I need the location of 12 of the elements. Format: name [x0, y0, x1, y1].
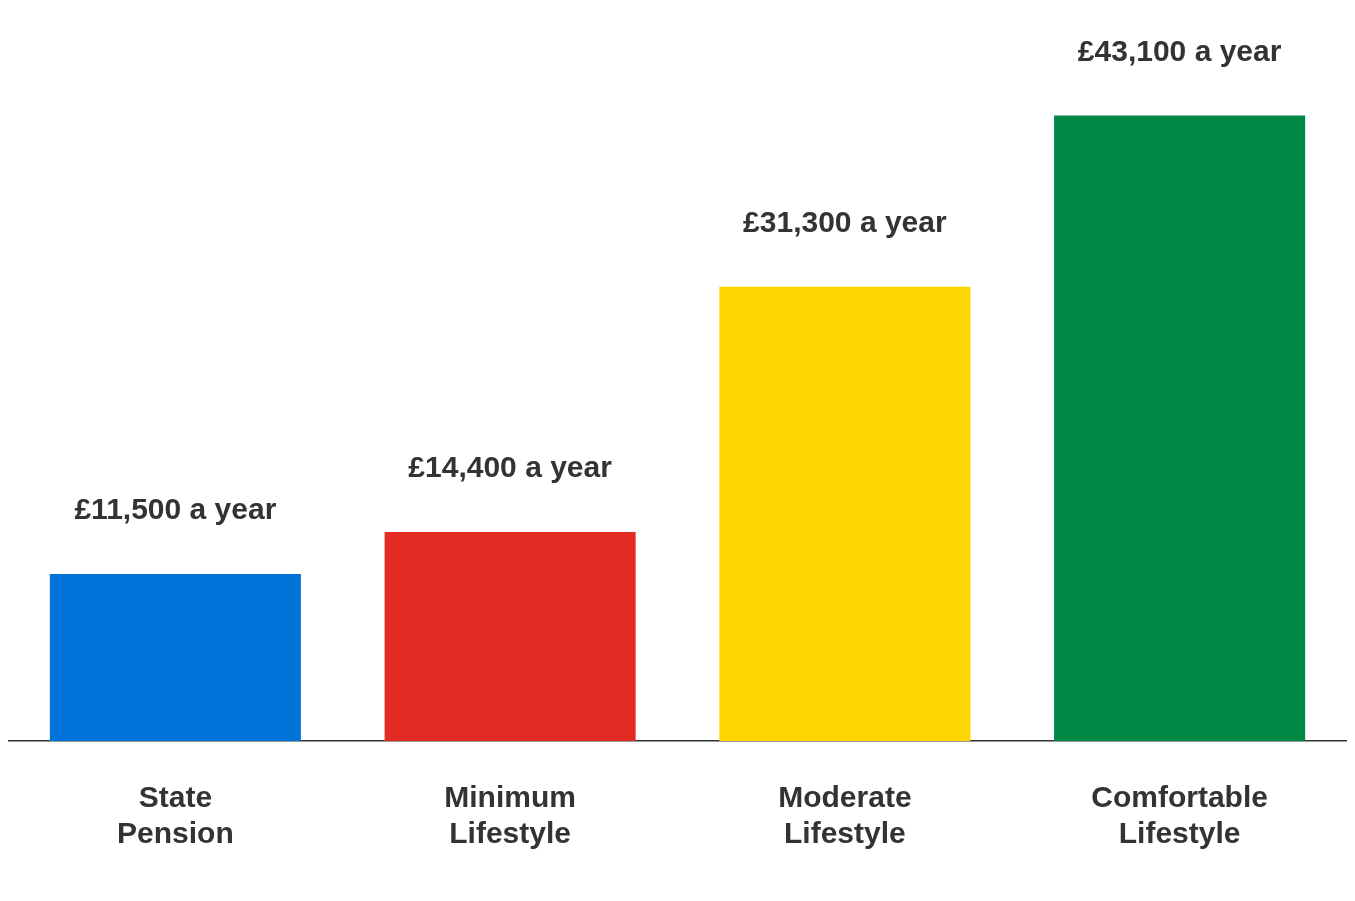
data-label: £31,300 a year — [743, 205, 947, 239]
data-label: £43,100 a year — [1077, 33, 1282, 67]
data-label: £11,500 a year — [74, 492, 277, 526]
data-label: £14,400 a year — [408, 450, 613, 484]
x-tick-label: Comfortable Lifestyle — [1091, 780, 1268, 850]
bar — [1054, 115, 1306, 741]
bar — [719, 286, 971, 741]
x-tick-label: Moderate Lifestyle — [778, 780, 912, 850]
bar — [384, 532, 636, 741]
x-tick-label: Minimum Lifestyle — [444, 780, 576, 850]
bar — [49, 574, 301, 741]
x-tick-label: State Pension — [117, 780, 234, 850]
